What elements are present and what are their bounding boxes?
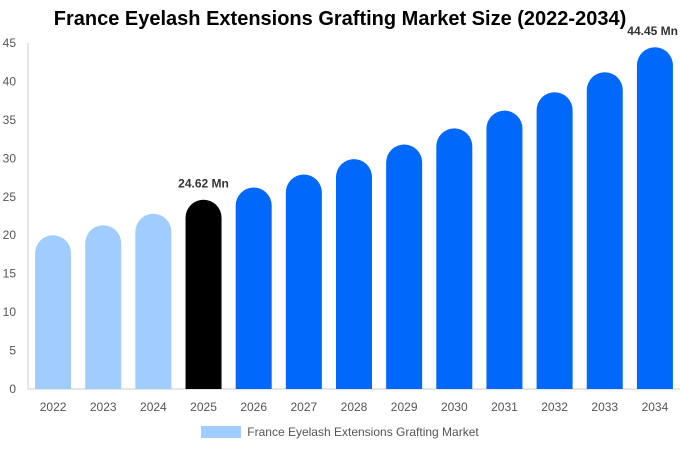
bar-2025[interactable]	[185, 199, 222, 389]
bar-2026[interactable]	[235, 187, 272, 389]
y-tick-label: 30	[3, 151, 17, 165]
bar-2027[interactable]	[285, 174, 322, 389]
y-tick-label: 15	[3, 267, 17, 281]
x-tick-label: 2030	[441, 400, 468, 414]
y-tick-label: 25	[3, 190, 17, 204]
y-tick-label: 40	[3, 74, 17, 88]
chart-title: France Eyelash Extensions Grafting Marke…	[53, 8, 627, 30]
x-tick-label: 2025	[190, 400, 217, 414]
data-label-2034: 44.45 Mn	[627, 24, 678, 38]
x-tick-label: 2023	[90, 400, 117, 414]
bar-2028[interactable]	[336, 159, 372, 389]
y-tick-label: 20	[3, 228, 17, 242]
x-tick-label: 2033	[591, 400, 618, 414]
bar-2030[interactable]	[436, 128, 473, 389]
x-tick-label: 2028	[341, 400, 368, 414]
y-tick-label: 35	[3, 113, 17, 127]
bar-2031[interactable]	[486, 110, 523, 389]
bar-2022[interactable]	[35, 235, 72, 389]
legend: France Eyelash Extensions Grafting Marke…	[0, 425, 680, 443]
bar-2034[interactable]	[636, 47, 673, 390]
bar-2029[interactable]	[386, 144, 423, 389]
y-tick-label: 10	[3, 305, 17, 319]
bar-2024[interactable]	[135, 213, 172, 389]
x-tick-label: 2034	[642, 400, 669, 414]
legend-label: France Eyelash Extensions Grafting Marke…	[247, 425, 479, 439]
legend-swatch	[201, 426, 242, 438]
bar-2023[interactable]	[85, 225, 122, 389]
x-tick-label: 2024	[140, 400, 167, 414]
y-tick-label: 0	[9, 382, 16, 396]
y-tick-label: 45	[3, 36, 17, 50]
x-tick-label: 2032	[541, 400, 568, 414]
bar-2033[interactable]	[586, 72, 623, 390]
bar-2032[interactable]	[536, 92, 573, 389]
x-tick-label: 2031	[491, 400, 518, 414]
x-tick-label: 2029	[391, 400, 418, 414]
data-label-2025: 24.62 Mn	[178, 177, 229, 191]
legend-item[interactable]: France Eyelash Extensions Grafting Marke…	[201, 425, 479, 439]
x-tick-label: 2027	[290, 400, 317, 414]
y-tick-label: 5	[9, 344, 16, 358]
x-tick-label: 2022	[40, 400, 67, 414]
x-tick-label: 2026	[240, 400, 267, 414]
